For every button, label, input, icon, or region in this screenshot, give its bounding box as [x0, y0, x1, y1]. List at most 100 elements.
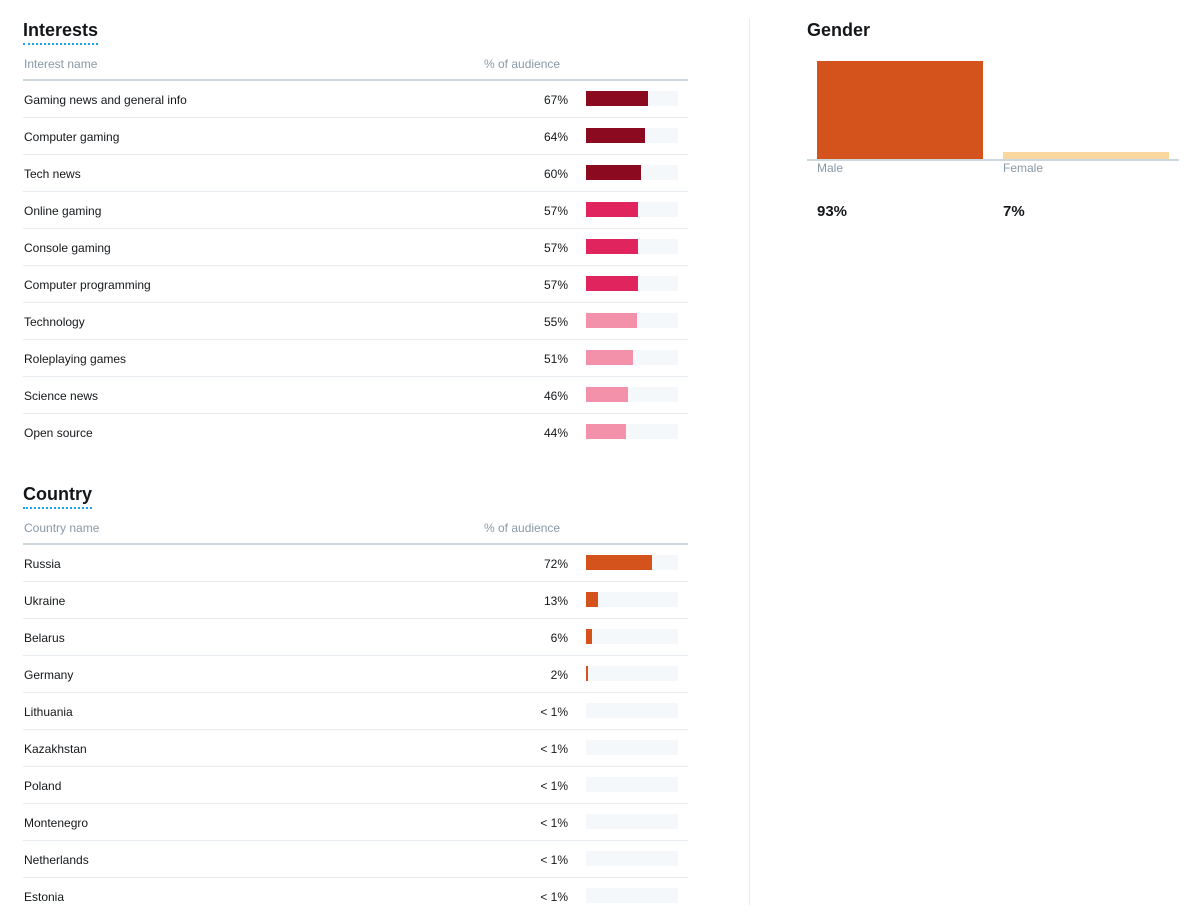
interest-row-bar-track — [586, 202, 678, 217]
interest-row-percentage: 64% — [543, 130, 568, 144]
interest-row-bar-fill — [586, 91, 648, 106]
country-row-label: Lithuania — [24, 705, 73, 719]
gender-label-male: Male — [817, 161, 844, 175]
interest-row-percentage: 67% — [543, 93, 568, 107]
interest-row-bar-track — [586, 276, 678, 291]
interest-row-percentage: 55% — [543, 315, 568, 329]
interest-row-bar-fill — [586, 387, 629, 402]
country-table: Russia 72% Ukraine 13% Belarus 6% Germany 2% Lit… — [23, 545, 688, 914]
country-row: Ukraine 13% — [23, 582, 688, 619]
interest-row-percentage: 57% — [543, 241, 568, 255]
country-row-bar-track — [586, 629, 678, 644]
gender-label-female: Female — [1003, 161, 1044, 175]
country-section: Country Country name % of audience Russi… — [23, 482, 688, 914]
country-row-label: Netherlands — [24, 853, 89, 867]
interest-row-bar-track — [586, 239, 678, 254]
country-row-percentage: < 1% — [540, 890, 568, 904]
interest-row: Technology 55% — [23, 303, 688, 340]
interest-row-bar-track — [586, 313, 678, 328]
interest-name-header: Interest name — [24, 57, 98, 71]
interest-row-percentage: 60% — [543, 167, 568, 181]
interest-row-percentage: 46% — [543, 389, 568, 403]
country-row-percentage: < 1% — [540, 705, 568, 719]
interest-row-label: Technology — [24, 315, 85, 329]
country-row-percentage: < 1% — [540, 816, 568, 830]
country-row-bar-track — [586, 888, 678, 903]
interest-row-bar-fill — [586, 239, 639, 254]
country-row: Belarus 6% — [23, 619, 688, 656]
interest-row: Gaming news and general info 67% — [23, 81, 688, 118]
country-row-percentage: 13% — [543, 594, 568, 608]
country-row: Poland < 1% — [23, 767, 688, 804]
interest-row: Computer gaming 64% — [23, 118, 688, 155]
interest-row-label: Online gaming — [24, 204, 102, 218]
gender-value-male: 93% — [817, 203, 848, 220]
interest-row-bar-fill — [586, 313, 637, 328]
country-table-header: Country name % of audience — [23, 518, 688, 545]
left-column: Interests Interest name % of audience Ga… — [23, 18, 688, 914]
interest-row-label: Gaming news and general info — [24, 93, 187, 107]
interest-row-bar-fill — [586, 350, 633, 365]
country-row-bar-fill — [586, 592, 598, 607]
gender-bar-chart — [807, 42, 1179, 161]
interest-row-bar-fill — [586, 202, 639, 217]
interest-row-bar-track — [586, 424, 678, 439]
country-row: Russia 72% — [23, 545, 688, 582]
country-row-label: Poland — [24, 779, 62, 793]
country-title[interactable]: Country — [23, 482, 92, 509]
country-row-label: Germany — [24, 668, 74, 682]
column-divider — [749, 18, 750, 905]
interest-row-percentage: 57% — [543, 278, 568, 292]
country-row: Lithuania < 1% — [23, 693, 688, 730]
interest-row-bar-fill — [586, 128, 645, 143]
country-row-label: Belarus — [24, 631, 65, 645]
gender-chart-baseline — [807, 159, 1179, 161]
interest-row: Tech news 60% — [23, 155, 688, 192]
interest-row: Science news 46% — [23, 377, 688, 414]
country-row-bar-track — [586, 666, 678, 681]
gender-section: Gender Male 93% Female 7% — [807, 18, 1179, 220]
interest-row-bar-fill — [586, 165, 642, 180]
interest-row-bar-fill — [586, 424, 627, 439]
country-row-bar-fill — [586, 629, 592, 644]
interest-row-label: Roleplaying games — [24, 352, 127, 366]
country-row-percentage: 72% — [543, 557, 568, 571]
country-row: Germany 2% — [23, 656, 688, 693]
interest-row: Open source 44% — [23, 414, 688, 450]
interest-pct-header: % of audience — [484, 57, 561, 71]
country-row-percentage: 2% — [550, 668, 568, 682]
gender-bar-male — [817, 61, 983, 159]
interest-row-label: Science news — [24, 389, 99, 403]
interest-row-percentage: 51% — [543, 352, 568, 366]
country-row-bar-track — [586, 740, 678, 755]
interest-row-label: Computer programming — [24, 278, 151, 292]
interest-row-percentage: 44% — [543, 426, 568, 440]
interest-row-label: Open source — [24, 426, 93, 440]
country-row-bar-track — [586, 555, 678, 570]
country-row: Estonia < 1% — [23, 878, 688, 914]
country-row-bar-track — [586, 851, 678, 866]
country-row-bar-track — [586, 592, 678, 607]
interests-section: Interests Interest name % of audience Ga… — [23, 18, 688, 450]
interest-row-percentage: 57% — [543, 204, 568, 218]
country-row-label: Estonia — [24, 890, 65, 904]
country-row: Kazakhstan < 1% — [23, 730, 688, 767]
country-pct-header: % of audience — [484, 521, 561, 535]
interest-row-bar-track — [586, 91, 678, 106]
interests-title[interactable]: Interests — [23, 18, 99, 45]
interest-row-bar-track — [586, 350, 678, 365]
country-row-percentage: 6% — [550, 631, 568, 645]
interest-row-label: Computer gaming — [24, 130, 120, 144]
interests-table: Gaming news and general info 67% Computer … — [23, 81, 688, 450]
interest-row: Console gaming 57% — [23, 229, 688, 266]
interest-row-bar-track — [586, 387, 678, 402]
interest-row: Online gaming 57% — [23, 192, 688, 229]
interest-row: Computer programming 57% — [23, 266, 688, 303]
country-row-percentage: < 1% — [540, 742, 568, 756]
country-row-label: Kazakhstan — [24, 742, 87, 756]
country-row-bar-track — [586, 814, 678, 829]
interest-row-label: Tech news — [24, 167, 81, 181]
country-row-percentage: < 1% — [540, 853, 568, 867]
country-row-bar-fill — [586, 666, 588, 681]
country-name-header: Country name — [24, 521, 100, 535]
